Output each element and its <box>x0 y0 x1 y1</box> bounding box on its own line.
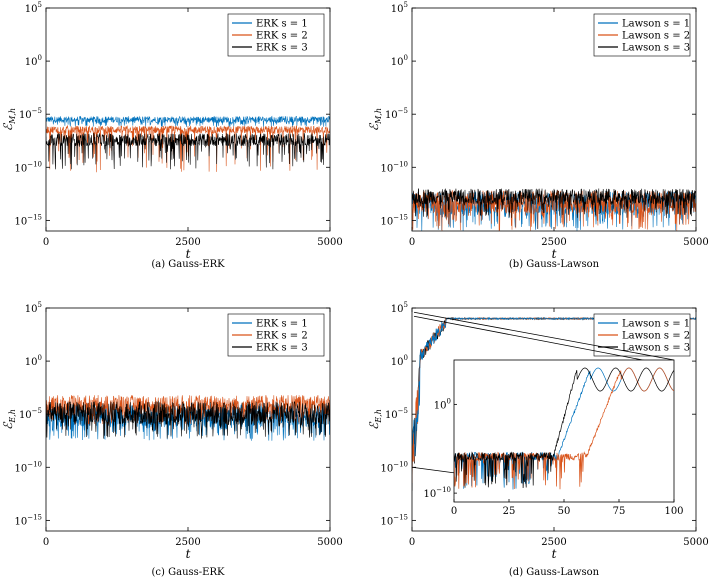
y-tick-label: 10−5 <box>385 107 408 121</box>
inset-x-tick-label: 75 <box>613 506 626 517</box>
x-tick-label: 0 <box>43 237 49 248</box>
x-tick-label: 5000 <box>317 237 342 248</box>
legend-entry: ERK s = 1 <box>256 319 308 330</box>
x-tick-label: 2500 <box>541 537 566 548</box>
inset-box <box>453 359 675 503</box>
legend-entry: Lawson s = 1 <box>622 19 690 30</box>
plot-area <box>46 395 330 441</box>
inset-series-line <box>454 367 674 489</box>
y-axis-label: ℰM,h <box>367 108 383 131</box>
y-tick-label: 100 <box>391 54 408 68</box>
panel-2: 105 100 10−5 10−10 10−150 2500 5000 t ℰM,h (b) Ga… <box>367 1 709 270</box>
y-tick-label: 105 <box>25 301 42 315</box>
x-tick-label: 5000 <box>683 537 708 548</box>
legend-entry: ERK s = 3 <box>256 43 308 54</box>
x-tick-label: 2500 <box>175 537 200 548</box>
x-tick-label: 0 <box>43 537 49 548</box>
legend-entry: Lawson s = 1 <box>622 319 690 330</box>
y-tick-label: 10−15 <box>380 513 408 527</box>
series-line <box>412 187 696 219</box>
series-line <box>46 132 330 170</box>
x-tick-label: 5000 <box>683 237 708 248</box>
x-axis-label: t <box>552 547 557 561</box>
y-tick-label: 100 <box>25 354 42 368</box>
series-line <box>46 400 330 439</box>
inset-x-tick-label: 25 <box>503 506 516 517</box>
plot-area <box>412 187 696 231</box>
x-axis-label: t <box>186 547 191 561</box>
y-tick-label: 100 <box>391 354 408 368</box>
panel-caption: (b) Gauss-Lawson <box>509 259 600 270</box>
x-tick-label: 5000 <box>317 537 342 548</box>
y-axis-label: ℰM,h <box>1 108 17 131</box>
legend-entry: Lawson s = 2 <box>622 331 690 342</box>
plot-area <box>46 115 330 173</box>
y-tick-label: 10−10 <box>14 160 42 174</box>
x-tick-label: 2500 <box>175 237 200 248</box>
y-tick-label: 10−15 <box>14 213 42 227</box>
inset-x-tick-label: 50 <box>558 506 571 517</box>
zoom-line <box>413 315 675 367</box>
legend-entry: ERK s = 2 <box>256 331 308 342</box>
legend-entry: Lawson s = 3 <box>622 43 690 54</box>
y-tick-label: 10−15 <box>14 513 42 527</box>
inset-y-tick-label: 100 <box>434 397 451 411</box>
y-tick-label: 10−5 <box>19 407 42 421</box>
x-tick-label: 0 <box>409 237 415 248</box>
y-tick-label: 10−10 <box>380 160 408 174</box>
legend-entry: ERK s = 2 <box>256 31 308 42</box>
legend-entry: ERK s = 3 <box>256 343 308 354</box>
y-tick-label: 105 <box>25 1 42 15</box>
y-axis-label: ℰE,h <box>367 409 383 430</box>
x-axis-label: t <box>186 247 191 261</box>
inset-x-tick-label: 0 <box>451 506 457 517</box>
panel-caption: (c) Gauss-ERK <box>152 567 225 578</box>
x-axis-label: t <box>552 247 557 261</box>
inset-x-tick-label: 100 <box>664 506 683 517</box>
legend-entry: ERK s = 1 <box>256 19 308 30</box>
inset-plot <box>454 367 674 490</box>
inset-series-line <box>454 367 674 490</box>
inset-y-tick-label: 10−10 <box>423 486 451 500</box>
x-tick-label: 0 <box>409 537 415 548</box>
y-axis-label: ℰE,h <box>1 409 17 430</box>
series-line <box>46 115 330 128</box>
inset: 0 25 50 75 100 100 10−10 <box>411 311 684 517</box>
y-tick-label: 100 <box>25 54 42 68</box>
y-tick-label: 10−5 <box>19 107 42 121</box>
x-tick-label: 2500 <box>541 237 566 248</box>
panel-3: 105 100 10−5 10−10 10−150 2500 5000 t ℰE,h (c) Ga… <box>1 301 343 578</box>
y-tick-label: 105 <box>391 1 408 15</box>
panel-caption: (d) Gauss-Lawson <box>509 567 600 578</box>
y-tick-label: 10−5 <box>385 407 408 421</box>
y-tick-label: 105 <box>391 301 408 315</box>
series-line <box>46 124 330 173</box>
zoom-line <box>413 311 675 361</box>
panel-caption: (a) Gauss-ERK <box>151 259 225 270</box>
y-tick-label: 10−15 <box>380 213 408 227</box>
panel-1: 105 100 10−5 10−10 10−150 2500 5000 t ℰM,h (a) Ga… <box>1 1 343 270</box>
y-tick-label: 10−10 <box>14 460 42 474</box>
legend-entry: Lawson s = 2 <box>622 31 690 42</box>
legend-entry: Lawson s = 3 <box>622 343 690 354</box>
y-tick-label: 10−10 <box>380 460 408 474</box>
